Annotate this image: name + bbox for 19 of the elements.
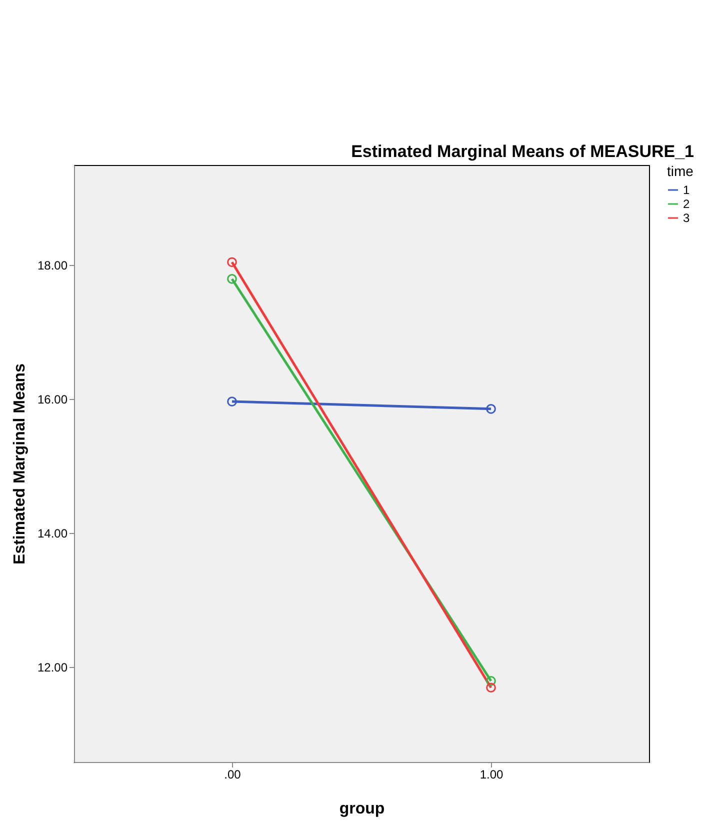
x-axis-title: group (339, 800, 385, 818)
y-tick-label: 18.00 (37, 258, 68, 272)
y-tick-label: 14.00 (37, 526, 68, 540)
point (486, 676, 496, 686)
point (486, 682, 496, 693)
legend-label: 3 (683, 211, 690, 225)
y-tick-label: 16.00 (37, 392, 68, 406)
x-tick-label: .00 (224, 768, 242, 782)
legend-title: time (667, 163, 694, 179)
chart-title: Estimated Marginal Means of MEASURE_1 (351, 142, 694, 161)
legend-label: 2 (683, 197, 690, 211)
x-tick-label: 1.00 (480, 768, 504, 782)
point (227, 396, 237, 406)
point (227, 274, 237, 284)
point (486, 404, 496, 414)
y-tick-label: 12.00 (37, 660, 68, 674)
legend-label: 1 (683, 183, 690, 197)
point (227, 257, 237, 268)
y-axis-title: Estimated Marginal Means (11, 363, 28, 564)
